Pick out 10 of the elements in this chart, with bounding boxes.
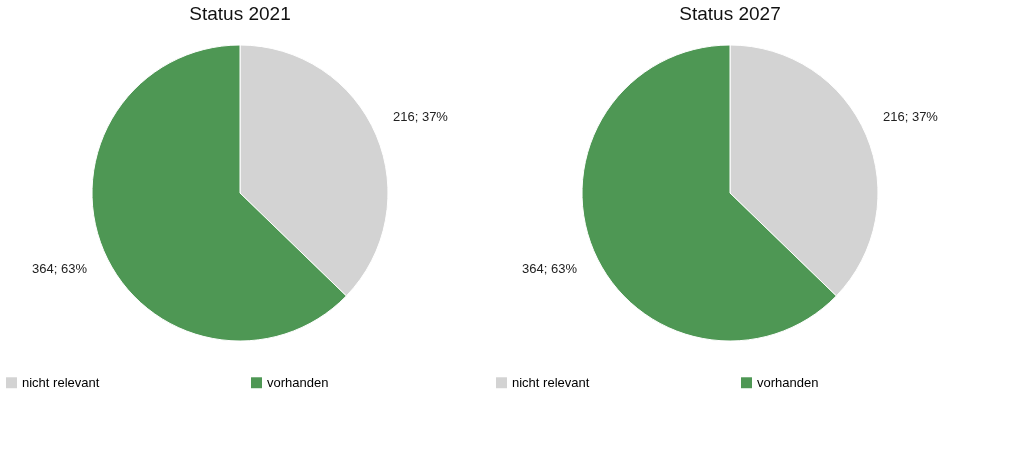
data-label: 216; 37%	[393, 108, 449, 124]
legend-label: vorhanden	[267, 374, 329, 390]
chart-title: Status 2027	[679, 3, 781, 24]
chart-title: Status 2021	[189, 3, 291, 24]
data-label: 364; 63%	[32, 261, 88, 277]
legend-label: nicht relevant	[512, 374, 590, 390]
legend-label: vorhanden	[757, 374, 819, 390]
data-label: 216; 37%	[883, 108, 939, 124]
legend-label: nicht relevant	[22, 374, 100, 390]
data-label: 364; 63%	[522, 261, 578, 277]
